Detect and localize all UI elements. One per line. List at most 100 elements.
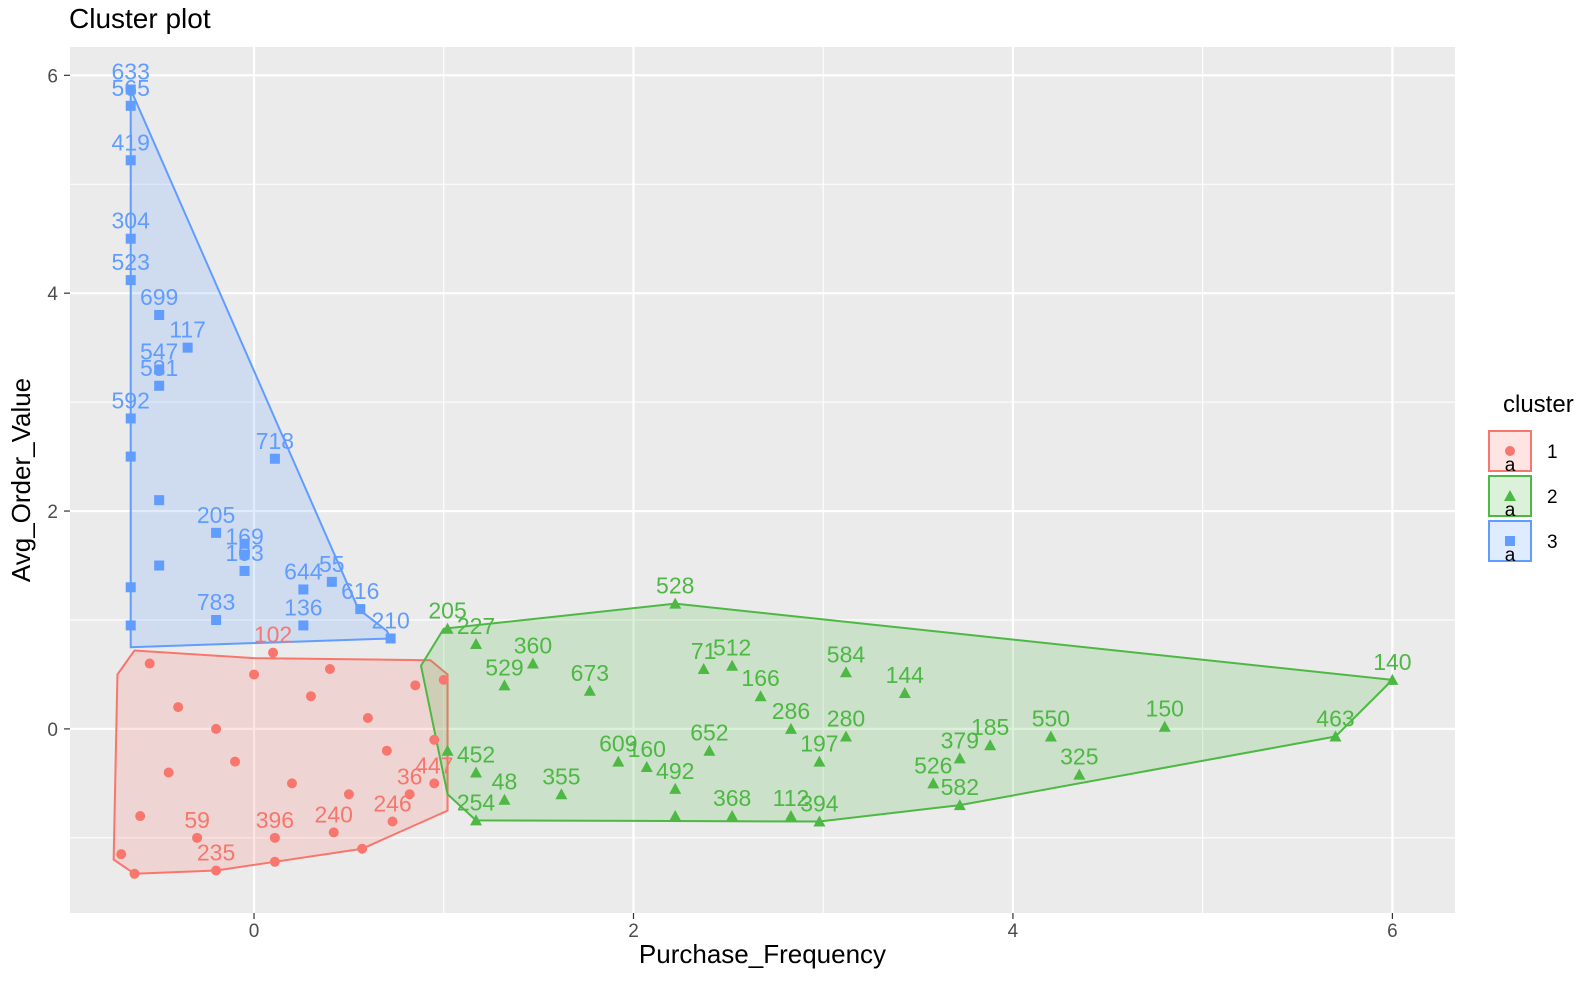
cluster-2-point-label: 160 xyxy=(628,736,666,762)
cluster-3-point xyxy=(125,275,136,286)
cluster-2-point-label: 528 xyxy=(656,573,694,599)
cluster-2-point-label: 652 xyxy=(690,720,728,746)
cluster-3-point-label: 210 xyxy=(371,607,409,633)
cluster-2-point xyxy=(669,782,682,794)
cluster-2-point-label: 140 xyxy=(1373,649,1411,675)
cluster-1-point xyxy=(286,778,297,789)
cluster-2-point xyxy=(784,810,797,822)
cluster-2-point xyxy=(669,597,682,609)
cluster-2-point-label: 227 xyxy=(457,613,495,639)
x-tick-label: 0 xyxy=(249,921,260,942)
cluster-2-point-label: 584 xyxy=(827,641,866,667)
cluster-3-point xyxy=(125,413,136,424)
legend-label-1: 1 xyxy=(1547,442,1558,463)
cluster-2-point xyxy=(898,686,911,698)
cluster-3-point xyxy=(125,155,136,166)
cluster-1-point xyxy=(357,843,368,854)
cluster-2-point-label: 185 xyxy=(971,714,1009,740)
x-tick-label: 4 xyxy=(1008,921,1019,942)
x-tick-label: 6 xyxy=(1387,921,1398,942)
x-axis-title: Purchase_Frequency xyxy=(639,939,886,969)
cluster-1-point-label: 59 xyxy=(184,807,210,833)
cluster-2-point xyxy=(470,814,483,826)
cluster-2-point xyxy=(441,744,454,756)
cluster-1-point xyxy=(429,778,440,789)
cluster-2-point-label: 529 xyxy=(485,654,523,680)
cluster-2-point-label: 286 xyxy=(772,698,810,724)
cluster-2-point xyxy=(726,810,739,822)
cluster-3-point-label: 523 xyxy=(112,249,150,275)
cluster-3-point-label: 419 xyxy=(112,129,150,155)
cluster-2-point-label: 368 xyxy=(713,785,751,811)
cluster-2-point-label: 112 xyxy=(773,785,810,811)
cluster-2-point xyxy=(470,766,483,778)
cluster-2-point xyxy=(640,761,653,773)
cluster-2-point xyxy=(1329,730,1342,742)
cluster-2-point xyxy=(441,622,454,634)
cluster-2-point-label: 205 xyxy=(428,598,466,624)
x-tick-label: 2 xyxy=(628,921,639,942)
cluster-1-point-label: 235 xyxy=(197,840,235,866)
cluster-3-point xyxy=(125,84,136,95)
cluster-3-point-label: 565 xyxy=(112,75,150,101)
cluster-2-point xyxy=(813,815,826,827)
cluster-2-point xyxy=(526,657,539,669)
cluster-2-point xyxy=(669,810,682,822)
y-tick-label: 4 xyxy=(47,284,58,305)
cluster-2-point xyxy=(1158,720,1171,732)
cluster-3-point xyxy=(125,451,136,462)
cluster-3-point xyxy=(125,100,136,111)
cluster-1-point xyxy=(268,647,279,658)
cluster-hulls xyxy=(112,89,1395,875)
cluster-1-point xyxy=(192,832,203,843)
data-points xyxy=(116,84,1399,879)
cluster-1-point xyxy=(173,702,184,713)
cluster-3-point xyxy=(154,495,165,506)
cluster-2-point-label: 463 xyxy=(1316,706,1354,732)
cluster-3-point xyxy=(326,576,337,587)
cluster-3-point-label: 592 xyxy=(112,387,150,413)
cluster-1-point xyxy=(269,856,280,867)
cluster-1-point-label: 102 xyxy=(254,622,292,648)
cluster-3-point-label: 644 xyxy=(284,558,323,584)
cluster-3-point xyxy=(125,233,136,244)
legend-key-1-text-glyph: a xyxy=(1505,455,1516,476)
cluster-3-point-label: 616 xyxy=(341,578,379,604)
cluster-2-point-label: 394 xyxy=(800,790,839,816)
cluster-2-point-label: 197 xyxy=(800,731,838,757)
cluster-1-point xyxy=(135,811,146,822)
cluster-2-point-label: 452 xyxy=(457,741,495,767)
cluster-2-point-label: 150 xyxy=(1146,696,1184,722)
grid-lines xyxy=(70,47,1455,913)
cluster-3-point xyxy=(355,604,366,615)
cluster-1-point-label: 396 xyxy=(256,807,294,833)
cluster-3-point-label: 718 xyxy=(256,428,294,454)
cluster-1-point xyxy=(438,674,449,685)
cluster-1-point xyxy=(163,767,174,778)
cluster-3-point-label: 117 xyxy=(169,317,206,343)
cluster-3-point xyxy=(385,633,396,644)
cluster-1-point xyxy=(230,756,241,767)
cluster-1-point-label: 36 xyxy=(397,763,423,789)
cluster-1-point xyxy=(429,734,440,745)
cluster-3-point xyxy=(239,565,250,576)
legend-label-2: 2 xyxy=(1547,487,1558,508)
cluster-3-point xyxy=(298,620,309,631)
cluster-1-point xyxy=(211,723,222,734)
cluster-3-point-label: 136 xyxy=(284,594,322,620)
cluster-1-point xyxy=(305,691,316,702)
cluster-2-point xyxy=(1386,673,1399,685)
cluster-3-point-label: 783 xyxy=(197,589,235,615)
cluster-3-point-label: 169 xyxy=(225,524,263,550)
y-axis-title: Avg_Order_Value xyxy=(6,378,36,582)
cluster-2-point xyxy=(927,777,940,789)
chart-title: Cluster plot xyxy=(69,3,211,34)
cluster-1-point xyxy=(116,849,127,860)
cluster-2-point-label: 254 xyxy=(457,789,496,815)
cluster-2-point-label: 166 xyxy=(741,665,779,691)
cluster-2-point-label: 360 xyxy=(514,633,552,659)
cluster-2-point xyxy=(813,755,826,767)
cluster-1-point xyxy=(144,658,155,669)
